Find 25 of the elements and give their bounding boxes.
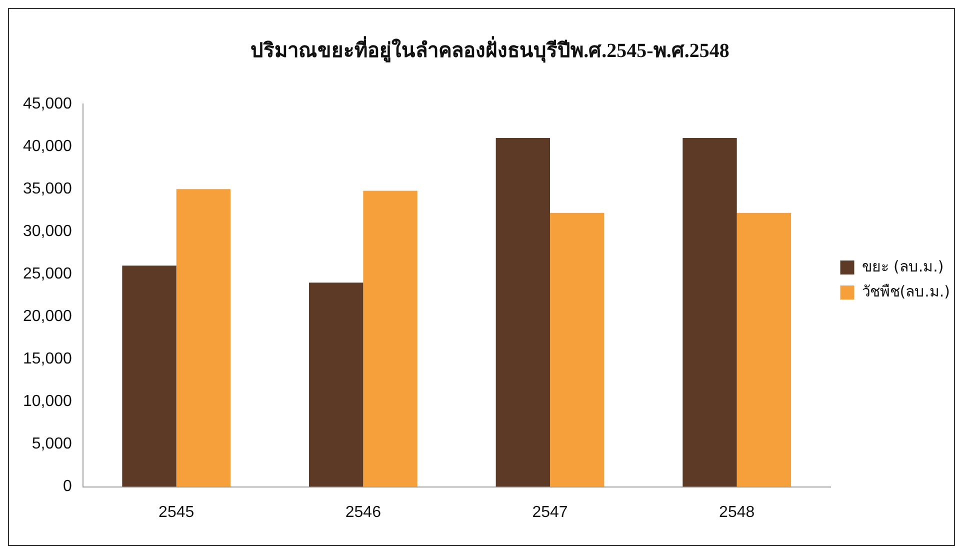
x-tick-label: 2546 xyxy=(345,504,382,521)
bar xyxy=(363,190,418,487)
bar xyxy=(682,138,737,487)
y-tick-label: 30,000 xyxy=(23,223,72,240)
y-tick-label: 10,000 xyxy=(23,393,72,410)
y-tick-label: 0 xyxy=(63,478,72,496)
y-tick-label: 45,000 xyxy=(23,95,72,112)
x-tick-label: 2547 xyxy=(532,504,568,521)
legend-label: วัชพืช(ลบ.ม.) xyxy=(862,282,950,300)
y-tick-label: 25,000 xyxy=(23,266,72,283)
bar xyxy=(309,282,364,487)
y-tick-label: 35,000 xyxy=(23,180,72,198)
legend-label: ขยะ (ลบ.ม.) xyxy=(862,257,944,276)
bar xyxy=(176,189,231,487)
x-tick-label: 2545 xyxy=(158,504,194,521)
x-tick-label: 2548 xyxy=(719,504,755,521)
bar xyxy=(550,212,604,487)
chart-title: ปริมาณขยะที่อยู่ในลำคลองฝั่งธนบุรีปีพ.ศ.2545-พ.ศ.2548 xyxy=(250,35,730,64)
bar xyxy=(496,138,550,487)
bar xyxy=(122,266,176,487)
y-tick-label: 20,000 xyxy=(23,308,72,326)
y-tick-label: 15,000 xyxy=(23,350,72,368)
bar xyxy=(736,212,792,487)
y-tick-label: 5,000 xyxy=(32,436,72,453)
y-tick-label: 40,000 xyxy=(23,138,72,155)
